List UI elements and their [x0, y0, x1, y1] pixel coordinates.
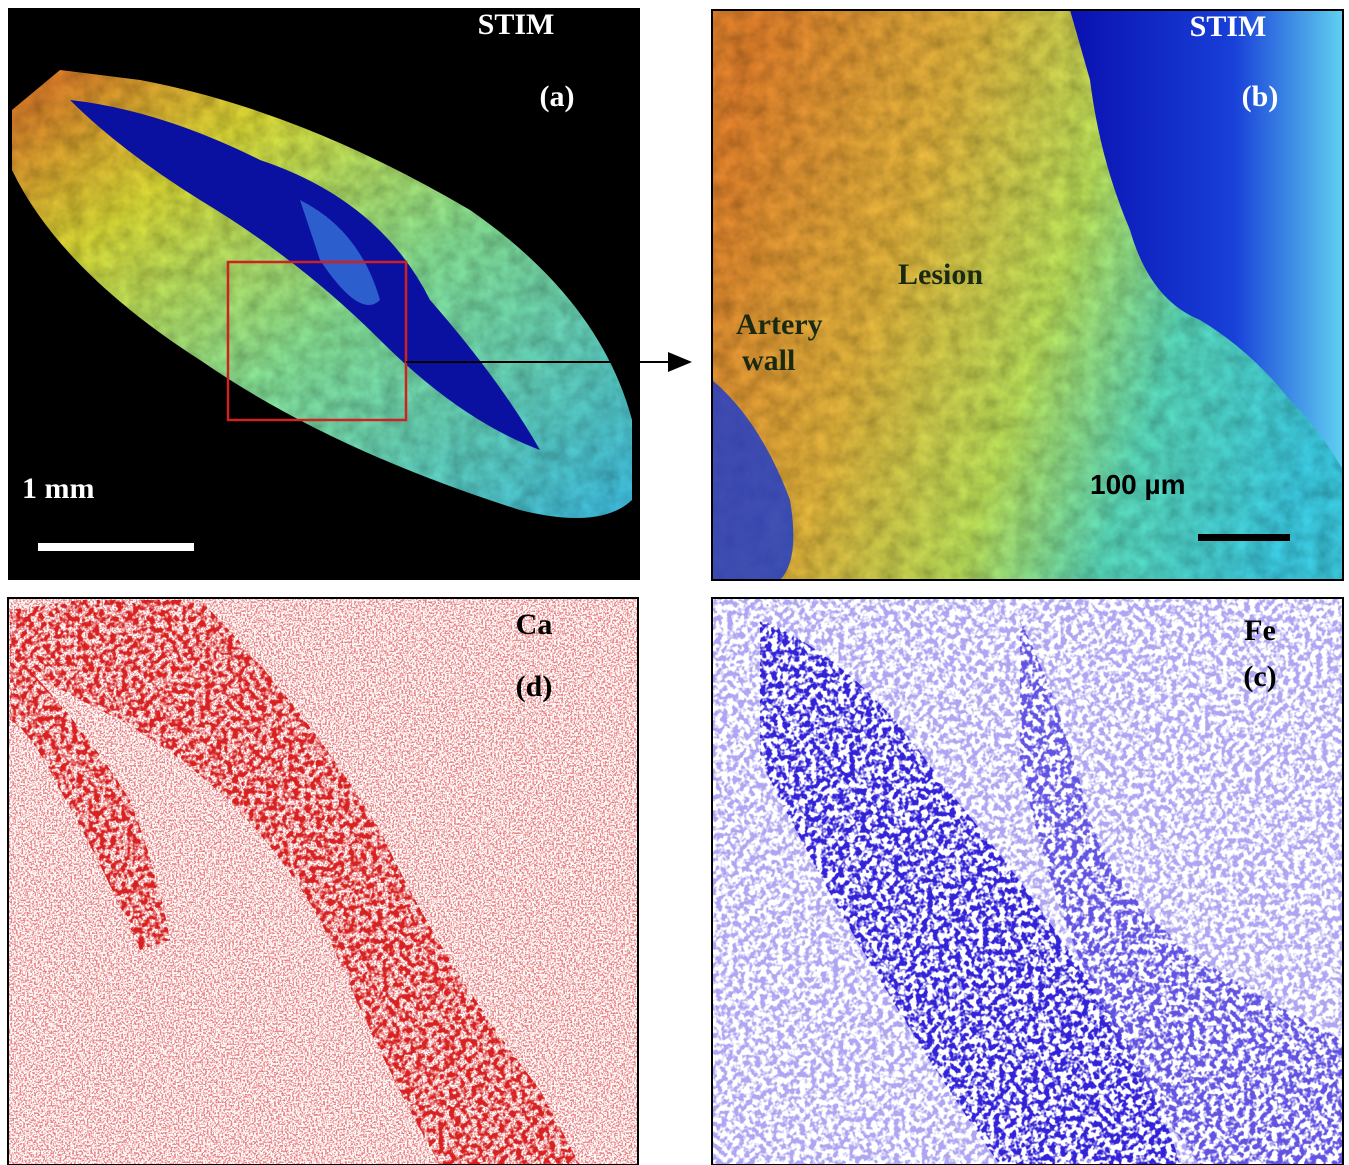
panel-c-element: Fe	[1244, 614, 1276, 647]
panel-a-modality: STIM	[478, 8, 555, 41]
scale-bar	[38, 543, 194, 551]
page: STIM (a) 1 mm STIM (b) Lesion Artery wal…	[0, 0, 1349, 1165]
arrow-head	[668, 352, 692, 372]
panel-d-label: (d)	[516, 670, 553, 703]
panel-a-label: (a)	[540, 80, 575, 113]
panel-b-label: (b)	[1242, 80, 1279, 113]
figure: STIM (a) 1 mm STIM (b) Lesion Artery wal…	[0, 0, 1349, 1165]
scale-bar-label: 100 µm	[1090, 469, 1186, 500]
panel-c-label: (c)	[1243, 660, 1276, 693]
annotation-wall: wall	[742, 344, 795, 377]
scale-bar-label: 1 mm	[22, 472, 94, 505]
panel-d-element: Ca	[516, 608, 553, 641]
annotation-artery: Artery	[736, 308, 823, 341]
panel-b-modality: STIM	[1190, 10, 1267, 43]
annotation-lesion: Lesion	[898, 258, 983, 291]
scale-bar	[1198, 534, 1290, 541]
